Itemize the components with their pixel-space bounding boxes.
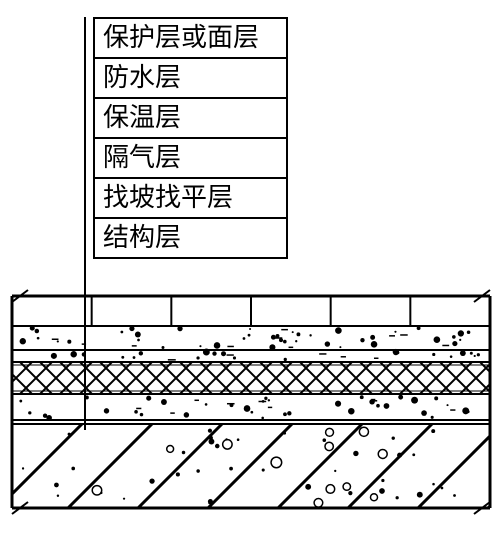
label-insulation-layer: 保温层 (93, 97, 288, 137)
label-leveling-layer: 找坡找平层 (93, 177, 288, 217)
label-structural-layer: 结构层 (93, 217, 288, 259)
label-protective-layer: 保护层或面层 (93, 17, 288, 57)
diagram-canvas: 保护层或面层 防水层 保温层 隔气层 找坡找平层 结构层 (0, 0, 502, 554)
label-waterproof-layer: 防水层 (93, 57, 288, 97)
label-vapor-barrier: 隔气层 (93, 137, 288, 177)
